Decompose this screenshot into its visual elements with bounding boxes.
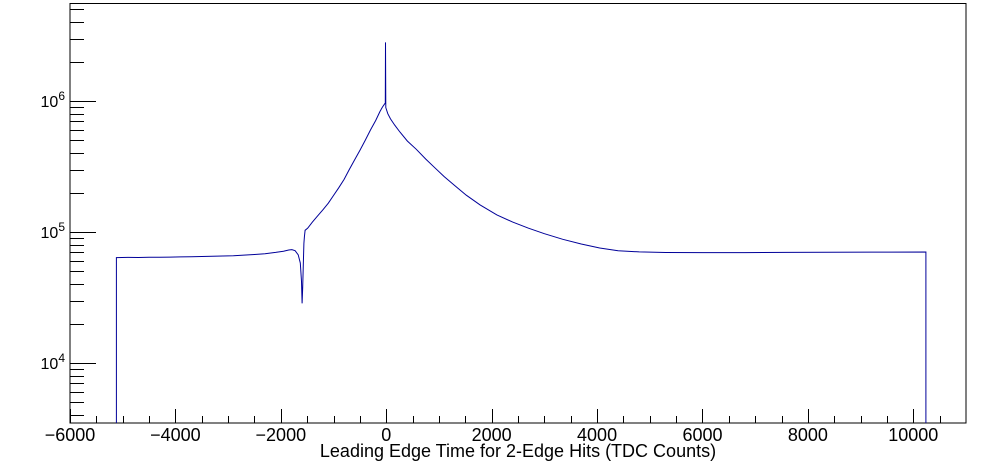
x-axis-ticks [70,409,941,423]
histogram-line [115,42,927,423]
y-tick-label: 105 [41,220,66,242]
y-tick-label: 106 [41,89,66,111]
x-tick-label: 10000 [888,425,938,445]
x-tick-label: 0 [381,425,391,445]
x-axis-title: Leading Edge Time for 2-Edge Hits (TDC C… [320,441,716,461]
x-tick-label: −6000 [45,425,96,445]
x-tick-label: −4000 [150,425,201,445]
x-tick-label: 6000 [682,425,722,445]
x-tick-label: 8000 [788,425,828,445]
plot-frame [69,3,967,424]
y-axis-ticks [70,9,96,416]
x-tick-label: 2000 [472,425,512,445]
y-tick-label: 104 [41,351,66,373]
x-axis-labels: −6000 −4000 −2000 0 2000 4000 6000 8000 10000 [45,425,939,445]
x-tick-label: 4000 [577,425,617,445]
y-axis-labels: 104 105 106 [41,89,66,373]
x-tick-label: −2000 [256,425,307,445]
